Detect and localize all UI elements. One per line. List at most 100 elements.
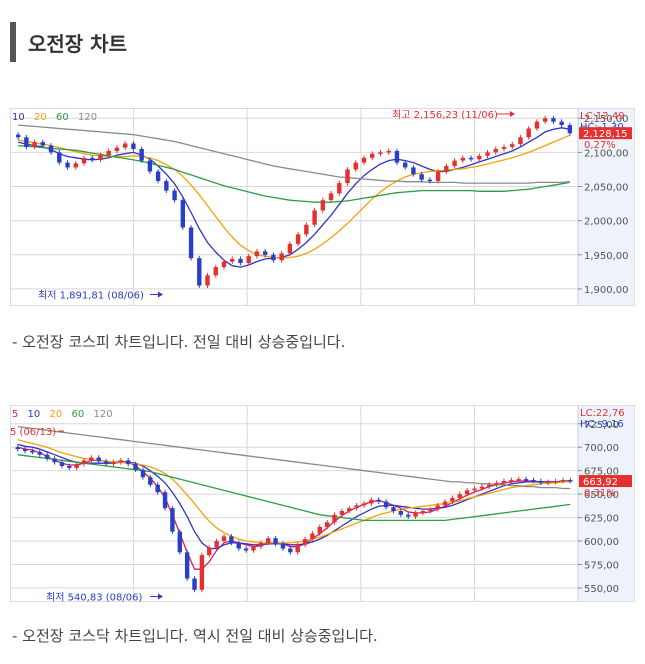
candle-body xyxy=(273,538,278,544)
candle-body xyxy=(140,469,146,478)
candle-body xyxy=(177,531,182,553)
candle-body xyxy=(320,200,326,211)
candle-body xyxy=(477,155,482,160)
high-annotation: 5 (06/13) xyxy=(10,427,56,438)
candle-body xyxy=(184,552,190,579)
ma120-line xyxy=(18,124,570,184)
low-annotation: 최저 540,83 (08/06) xyxy=(46,592,142,602)
candle-body xyxy=(288,548,293,553)
candle-body xyxy=(81,157,87,164)
current-price-label: 663,92 xyxy=(583,477,618,488)
candle-body xyxy=(90,157,95,160)
candle-body xyxy=(420,511,426,513)
candle-body xyxy=(148,477,153,485)
candle-body xyxy=(310,533,315,540)
section-title: 오전장 차트 xyxy=(28,31,127,56)
candle-body xyxy=(214,541,219,548)
candle-body xyxy=(567,125,573,134)
y-tick-label: 1,900,00 xyxy=(584,285,629,296)
candle-body xyxy=(164,181,169,191)
current-price-tag xyxy=(579,127,632,140)
candle-body xyxy=(450,497,455,502)
high-annotation: 최고 2,156,23 (11/06) xyxy=(392,109,498,121)
candle-body xyxy=(126,460,131,465)
candle-body xyxy=(551,118,556,122)
candle-body xyxy=(236,542,241,549)
candle-body xyxy=(258,542,264,547)
candle-body xyxy=(271,254,276,261)
ma60-line xyxy=(17,454,571,522)
candle-body xyxy=(560,480,566,482)
candle-body xyxy=(304,224,309,235)
candle-body xyxy=(402,162,408,168)
candle-body xyxy=(361,503,367,506)
kosdaq-chart: 725,00 700,00 675,00 650,00 625,00 600,00 575,… xyxy=(9,404,636,604)
current-price-label: 2,128,15 xyxy=(583,129,628,140)
candle-body xyxy=(457,494,462,498)
candle-body xyxy=(472,488,477,491)
candle-body xyxy=(378,152,383,154)
candle-body xyxy=(509,480,514,482)
candle-body xyxy=(188,227,194,259)
candle-body xyxy=(419,174,424,180)
candle-body xyxy=(103,461,109,465)
candle-body xyxy=(37,451,42,455)
candle-body xyxy=(516,479,521,481)
candle-body xyxy=(332,514,337,523)
candle-body xyxy=(280,543,286,549)
kospi-caption: - 오전장 코스피 차트입니다. 전일 대비 상승중입니다. xyxy=(12,333,346,351)
kosdaq-caption: - 오전장 코스닥 차트입니다. 역시 전일 대비 상승중입니다. xyxy=(12,627,378,645)
candle-body xyxy=(229,536,234,543)
candle-body xyxy=(444,166,449,172)
candle-body xyxy=(254,251,260,257)
candle-body xyxy=(534,121,540,129)
candle-body xyxy=(111,462,116,465)
legend-entry: 10 xyxy=(28,409,41,420)
candle-body xyxy=(339,511,345,515)
candle-body xyxy=(48,145,54,153)
candle-body xyxy=(40,142,46,146)
candle-body xyxy=(494,482,499,485)
kospi-chart-svg: 2,150,00 2,100,00 2,050,00 2,000,00 1,950,00… xyxy=(9,107,636,307)
candle-body xyxy=(559,121,564,126)
candle-body xyxy=(230,258,235,262)
candle-body xyxy=(52,458,57,463)
candle-body xyxy=(170,508,175,532)
y-tick-label: 700,00 xyxy=(584,443,619,454)
candle-body xyxy=(133,464,138,470)
candle-body xyxy=(428,509,433,512)
candle-body xyxy=(287,243,293,254)
section-accent-bar xyxy=(10,22,16,62)
ma120-line xyxy=(17,425,571,490)
candle-body xyxy=(197,258,202,286)
candle-body xyxy=(221,261,227,268)
candle-body xyxy=(96,457,101,462)
candle-body xyxy=(73,163,78,168)
candle-body xyxy=(435,505,440,510)
candle-body xyxy=(324,522,330,527)
candle-body xyxy=(501,480,507,483)
candle-body xyxy=(493,148,498,153)
candle-body xyxy=(251,546,256,551)
y-tick-label: 2,000,00 xyxy=(584,217,629,228)
candle-body xyxy=(394,151,400,163)
candle-body xyxy=(114,147,120,152)
y-tick-label: 725,00 xyxy=(584,420,619,431)
candle-body xyxy=(328,193,334,201)
candle-body xyxy=(67,465,72,468)
candle-body xyxy=(353,162,358,170)
change-pct-label: 0,31% xyxy=(584,488,616,499)
candle-body xyxy=(122,143,128,148)
candle-body xyxy=(370,153,375,158)
ma60-line xyxy=(18,144,571,203)
candle-body xyxy=(347,508,352,512)
y-tick-label: 575,00 xyxy=(584,560,619,571)
candle-body xyxy=(139,148,144,161)
candle-body xyxy=(383,501,389,508)
legend-entry: 10 xyxy=(12,112,25,123)
candle-body xyxy=(221,536,227,542)
candle-body xyxy=(243,548,249,551)
candle-body xyxy=(118,460,124,463)
candle-body xyxy=(199,555,205,590)
candle-body xyxy=(391,507,396,512)
